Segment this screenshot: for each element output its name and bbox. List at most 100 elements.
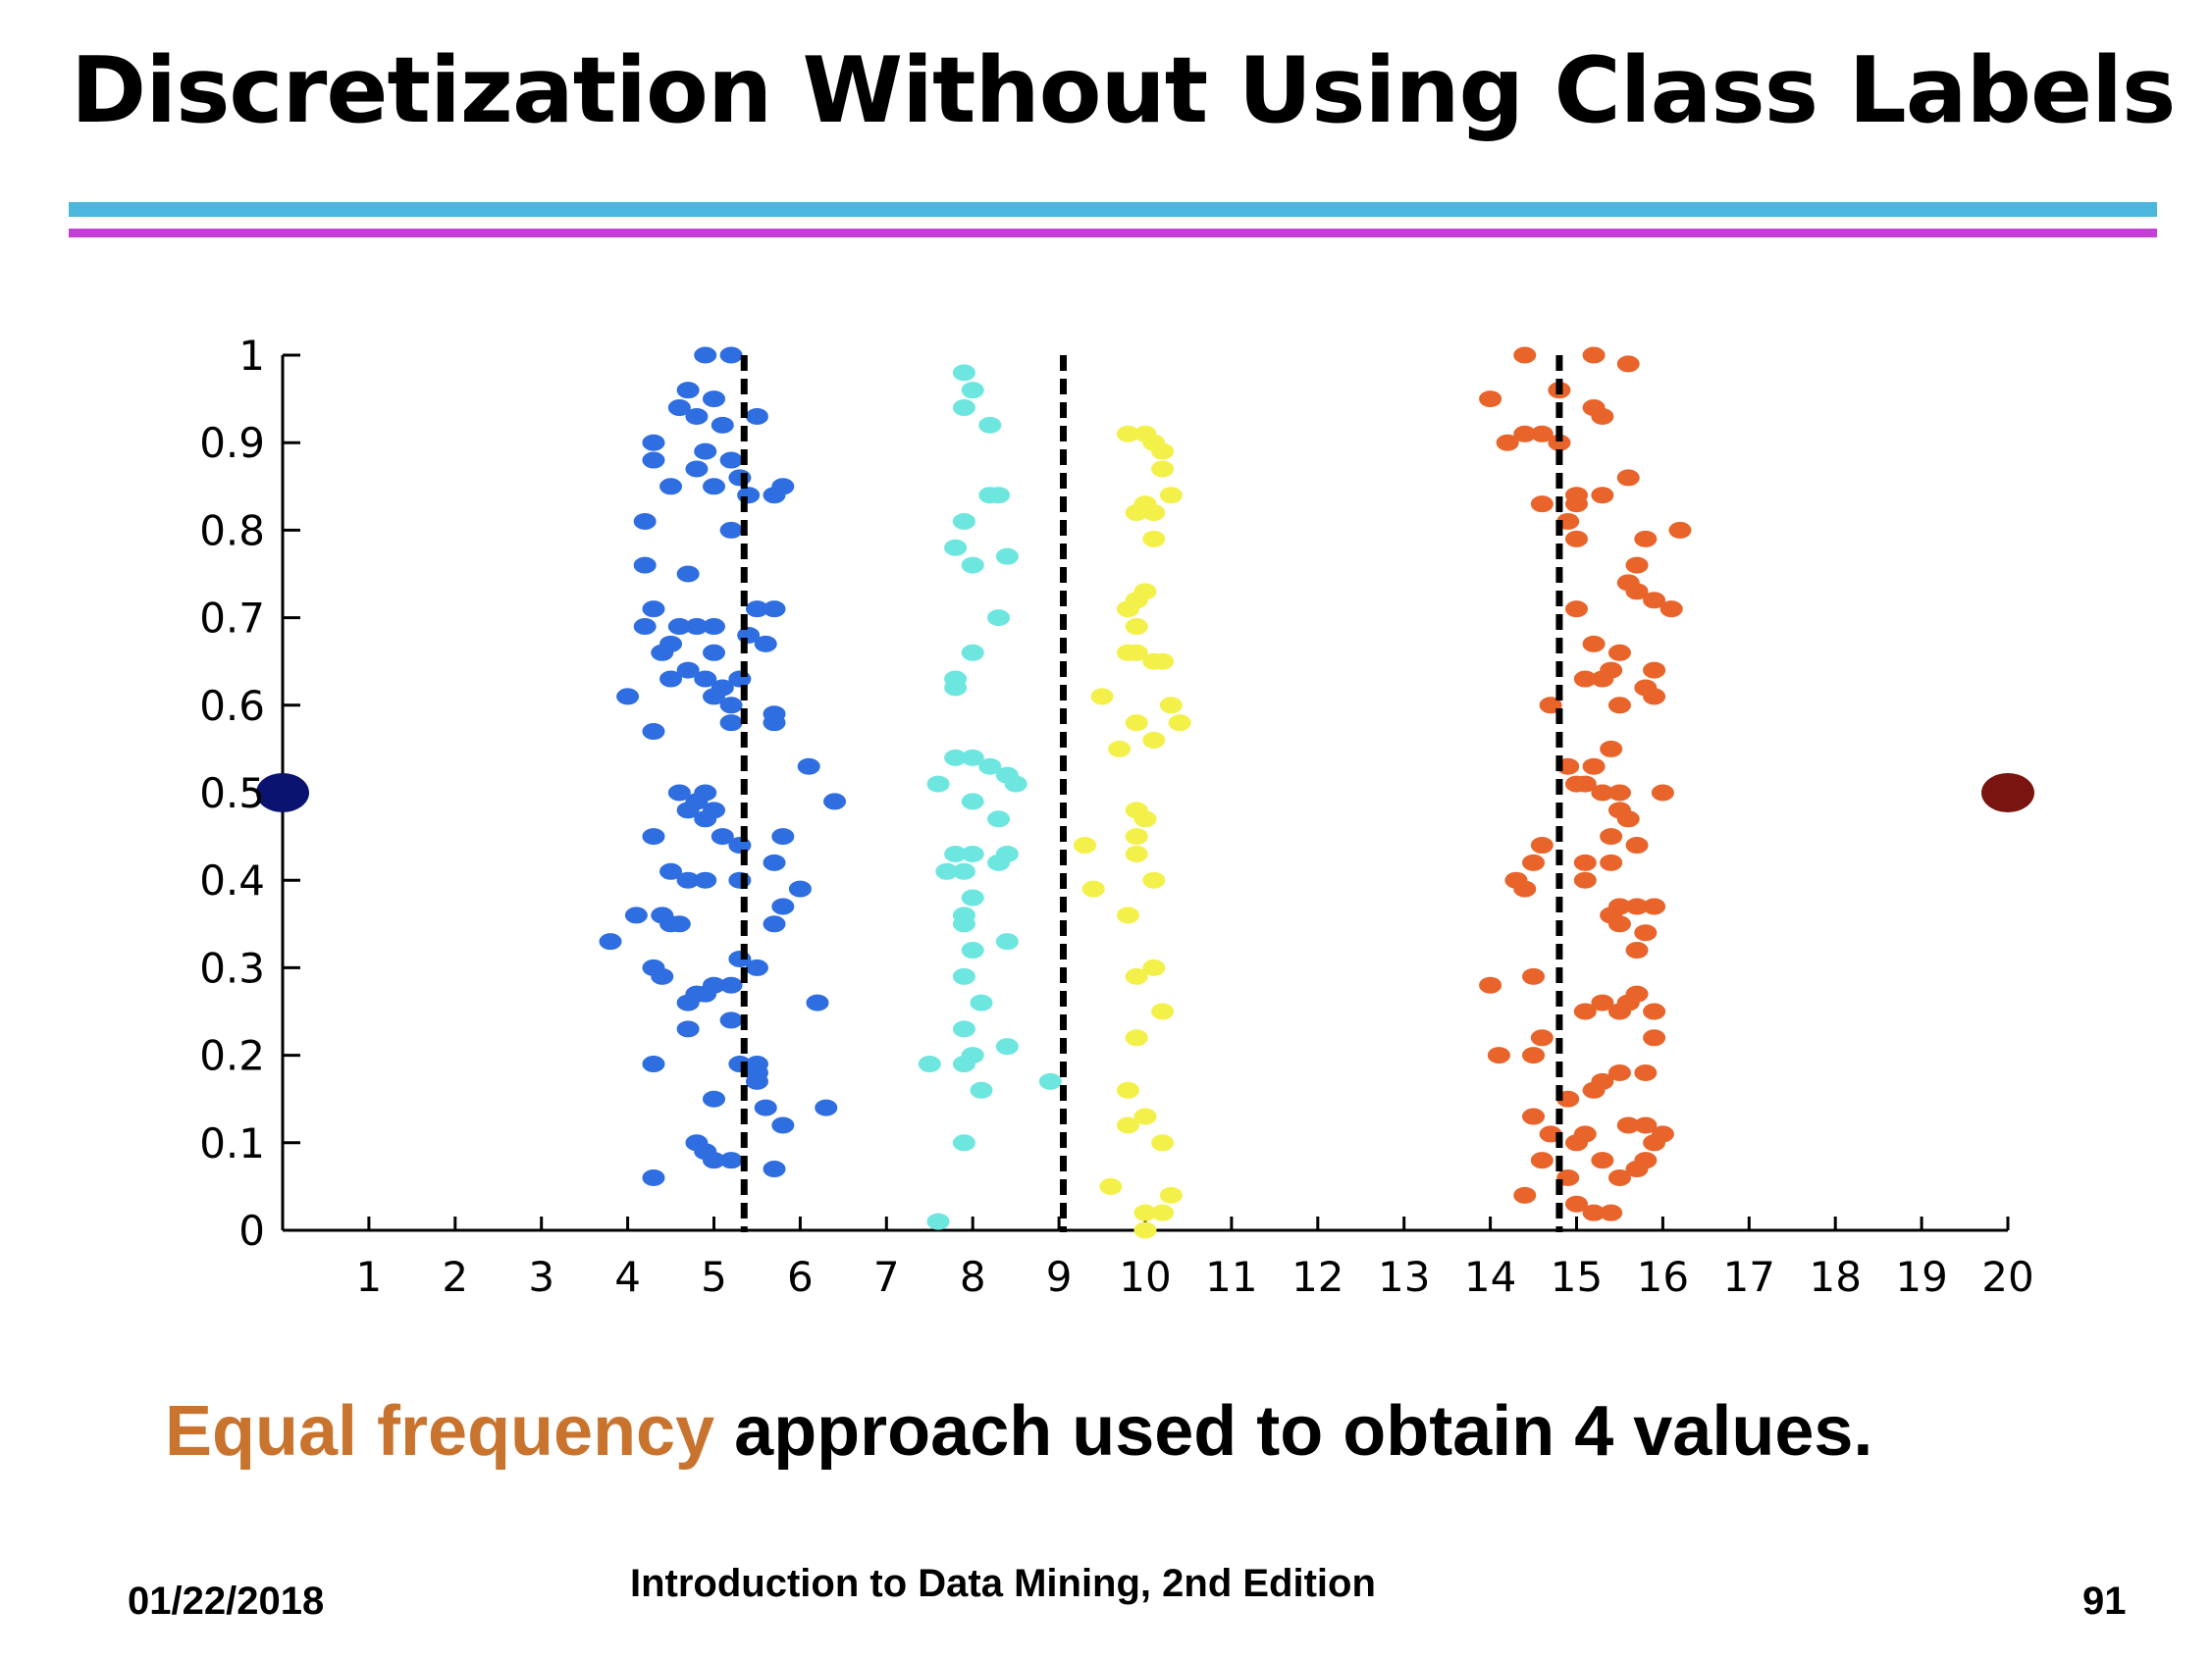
scatter-point-cluster-4	[1522, 1108, 1546, 1125]
scatter-point-cluster-1	[719, 346, 743, 364]
x-tick-label: 13	[1378, 1253, 1430, 1301]
scatter-point-cluster-4	[1643, 688, 1666, 705]
scatter-point-cluster-4	[1522, 854, 1546, 871]
scatter-point-cluster-4	[1530, 425, 1554, 442]
scatter-point-cluster-2	[952, 1020, 975, 1038]
scatter-point-cluster-4	[1513, 346, 1537, 364]
scatter-point-cluster-1	[642, 1056, 665, 1073]
scatter-point-cluster-4	[1530, 1029, 1554, 1047]
y-tick-label: 0.6	[199, 682, 265, 730]
scatter-point-cluster-2	[995, 1038, 1019, 1056]
scatter-point-cluster-4	[1616, 1116, 1640, 1134]
scatter-point-cluster-2	[952, 512, 975, 530]
scatter-point-cluster-3	[1142, 504, 1166, 522]
y-tick-label: 0.8	[199, 506, 265, 554]
scatter-point-cluster-2	[995, 547, 1019, 565]
scatter-point-cluster-2	[995, 933, 1019, 951]
scatter-point-cluster-3	[1151, 1003, 1175, 1020]
scatter-point-cluster-2	[926, 775, 950, 793]
scatter-point-cluster-1	[685, 407, 709, 425]
scatter-point-cluster-2	[952, 364, 975, 382]
scatter-point-cluster-3	[1116, 600, 1139, 618]
scatter-point-cluster-4	[1530, 495, 1554, 513]
scatter-point-cluster-4	[1522, 967, 1546, 985]
scatter-point-cluster-1	[685, 460, 709, 478]
y-tick-label: 0	[238, 1207, 265, 1255]
scatter-point-cluster-2	[926, 1213, 950, 1230]
scatter-point-cluster-4	[1591, 670, 1614, 688]
scatter-point-cluster-1	[754, 1099, 777, 1116]
scatter-point-cluster-4	[1573, 871, 1597, 889]
x-tick-label: 19	[1895, 1253, 1947, 1301]
scatter-point-cluster-3	[1116, 1116, 1139, 1134]
x-tick-label: 5	[701, 1253, 727, 1301]
scatter-point-cluster-1	[703, 478, 725, 495]
scatter-point-cluster-4	[1643, 1003, 1666, 1020]
scatter-point-cluster-3	[1159, 487, 1183, 504]
scatter-point-cluster-1	[763, 854, 786, 871]
scatter-point-cluster-1	[676, 661, 700, 679]
scatter-point-cluster-4	[1565, 495, 1588, 513]
scatter-point-cluster-1	[651, 967, 674, 985]
caption-highlight: Equal frequency	[165, 1392, 715, 1471]
scatter-point-cluster-1	[763, 915, 786, 933]
scatter-point-cluster-1	[745, 1072, 768, 1090]
scatter-point-cluster-3	[1159, 697, 1183, 714]
scatter-point-cluster-1	[806, 994, 829, 1012]
scatter-point-cluster-4	[1651, 784, 1674, 802]
scatter-point-cluster-1	[667, 784, 691, 802]
x-tick-label: 15	[1551, 1253, 1603, 1301]
scatter-point-cluster-4	[1600, 740, 1623, 757]
scatter-point-cluster-4	[1643, 592, 1666, 609]
scatter-point-cluster-1	[624, 907, 648, 924]
title-underline-blue	[69, 202, 2157, 217]
scatter-point-cluster-2	[952, 1056, 975, 1073]
x-tick-label: 20	[1981, 1253, 2033, 1301]
scatter-point-cluster-4	[1643, 1029, 1666, 1047]
scatter-point-cluster-1	[703, 618, 725, 636]
scatter-point-cluster-4	[1530, 1152, 1554, 1169]
caption-rest: approach used to obtain 4 values.	[714, 1392, 1873, 1471]
scatter-point-cluster-4	[1479, 976, 1502, 994]
scatter-point-cluster-4	[1496, 434, 1519, 451]
scatter-point-cluster-2	[978, 757, 1002, 775]
scatter-point-cluster-2	[987, 487, 1011, 504]
scatter-point-cluster-1	[703, 644, 725, 661]
scatter-point-cluster-1	[676, 1020, 700, 1038]
endpoint-right-marker	[1981, 773, 2034, 812]
scatter-point-cluster-3	[1125, 967, 1148, 985]
scatter-point-cluster-4	[1513, 1186, 1537, 1204]
scatter-point-cluster-3	[1151, 1134, 1175, 1152]
scatter-point-cluster-4	[1582, 1081, 1606, 1099]
scatter-point-cluster-1	[797, 757, 820, 775]
scatter-point-cluster-1	[703, 1090, 725, 1108]
scatter-point-cluster-4	[1625, 556, 1649, 574]
scatter-point-cluster-4	[1634, 1063, 1658, 1081]
scatter-point-cluster-1	[823, 793, 847, 810]
scatter-point-cluster-2	[961, 644, 984, 661]
scatter-point-cluster-4	[1607, 784, 1631, 802]
scatter-point-cluster-1	[694, 670, 717, 688]
scatter-point-cluster-2	[961, 793, 984, 810]
x-tick-label: 6	[787, 1253, 814, 1301]
x-tick-label: 17	[1723, 1253, 1775, 1301]
scatter-point-cluster-3	[1133, 1221, 1157, 1239]
scatter-point-cluster-4	[1600, 1204, 1623, 1221]
scatter-point-cluster-4	[1625, 1161, 1649, 1178]
scatter-point-cluster-3	[1125, 845, 1148, 862]
scatter-point-cluster-3	[1116, 907, 1139, 924]
y-tick-label: 1	[238, 332, 265, 380]
scatter-point-cluster-1	[633, 618, 657, 636]
scatter-point-cluster-2	[952, 967, 975, 985]
scatter-point-cluster-4	[1591, 1152, 1614, 1169]
scatter-point-cluster-2	[961, 845, 984, 862]
scatter-point-cluster-2	[952, 1134, 975, 1152]
scatter-point-cluster-4	[1616, 469, 1640, 487]
title-underline-purple	[69, 229, 2157, 237]
scatter-point-cluster-1	[694, 985, 717, 1003]
scatter-point-cluster-4	[1600, 828, 1623, 846]
chart-tick-labels: 1 2 3 4 5 6 7 8 9 10 11 12 13 14 15 16 17 18 19 2000.10.20.…	[199, 332, 2034, 1301]
scatter-point-cluster-3	[1125, 644, 1148, 661]
scatter-point-cluster-3	[1142, 959, 1166, 976]
